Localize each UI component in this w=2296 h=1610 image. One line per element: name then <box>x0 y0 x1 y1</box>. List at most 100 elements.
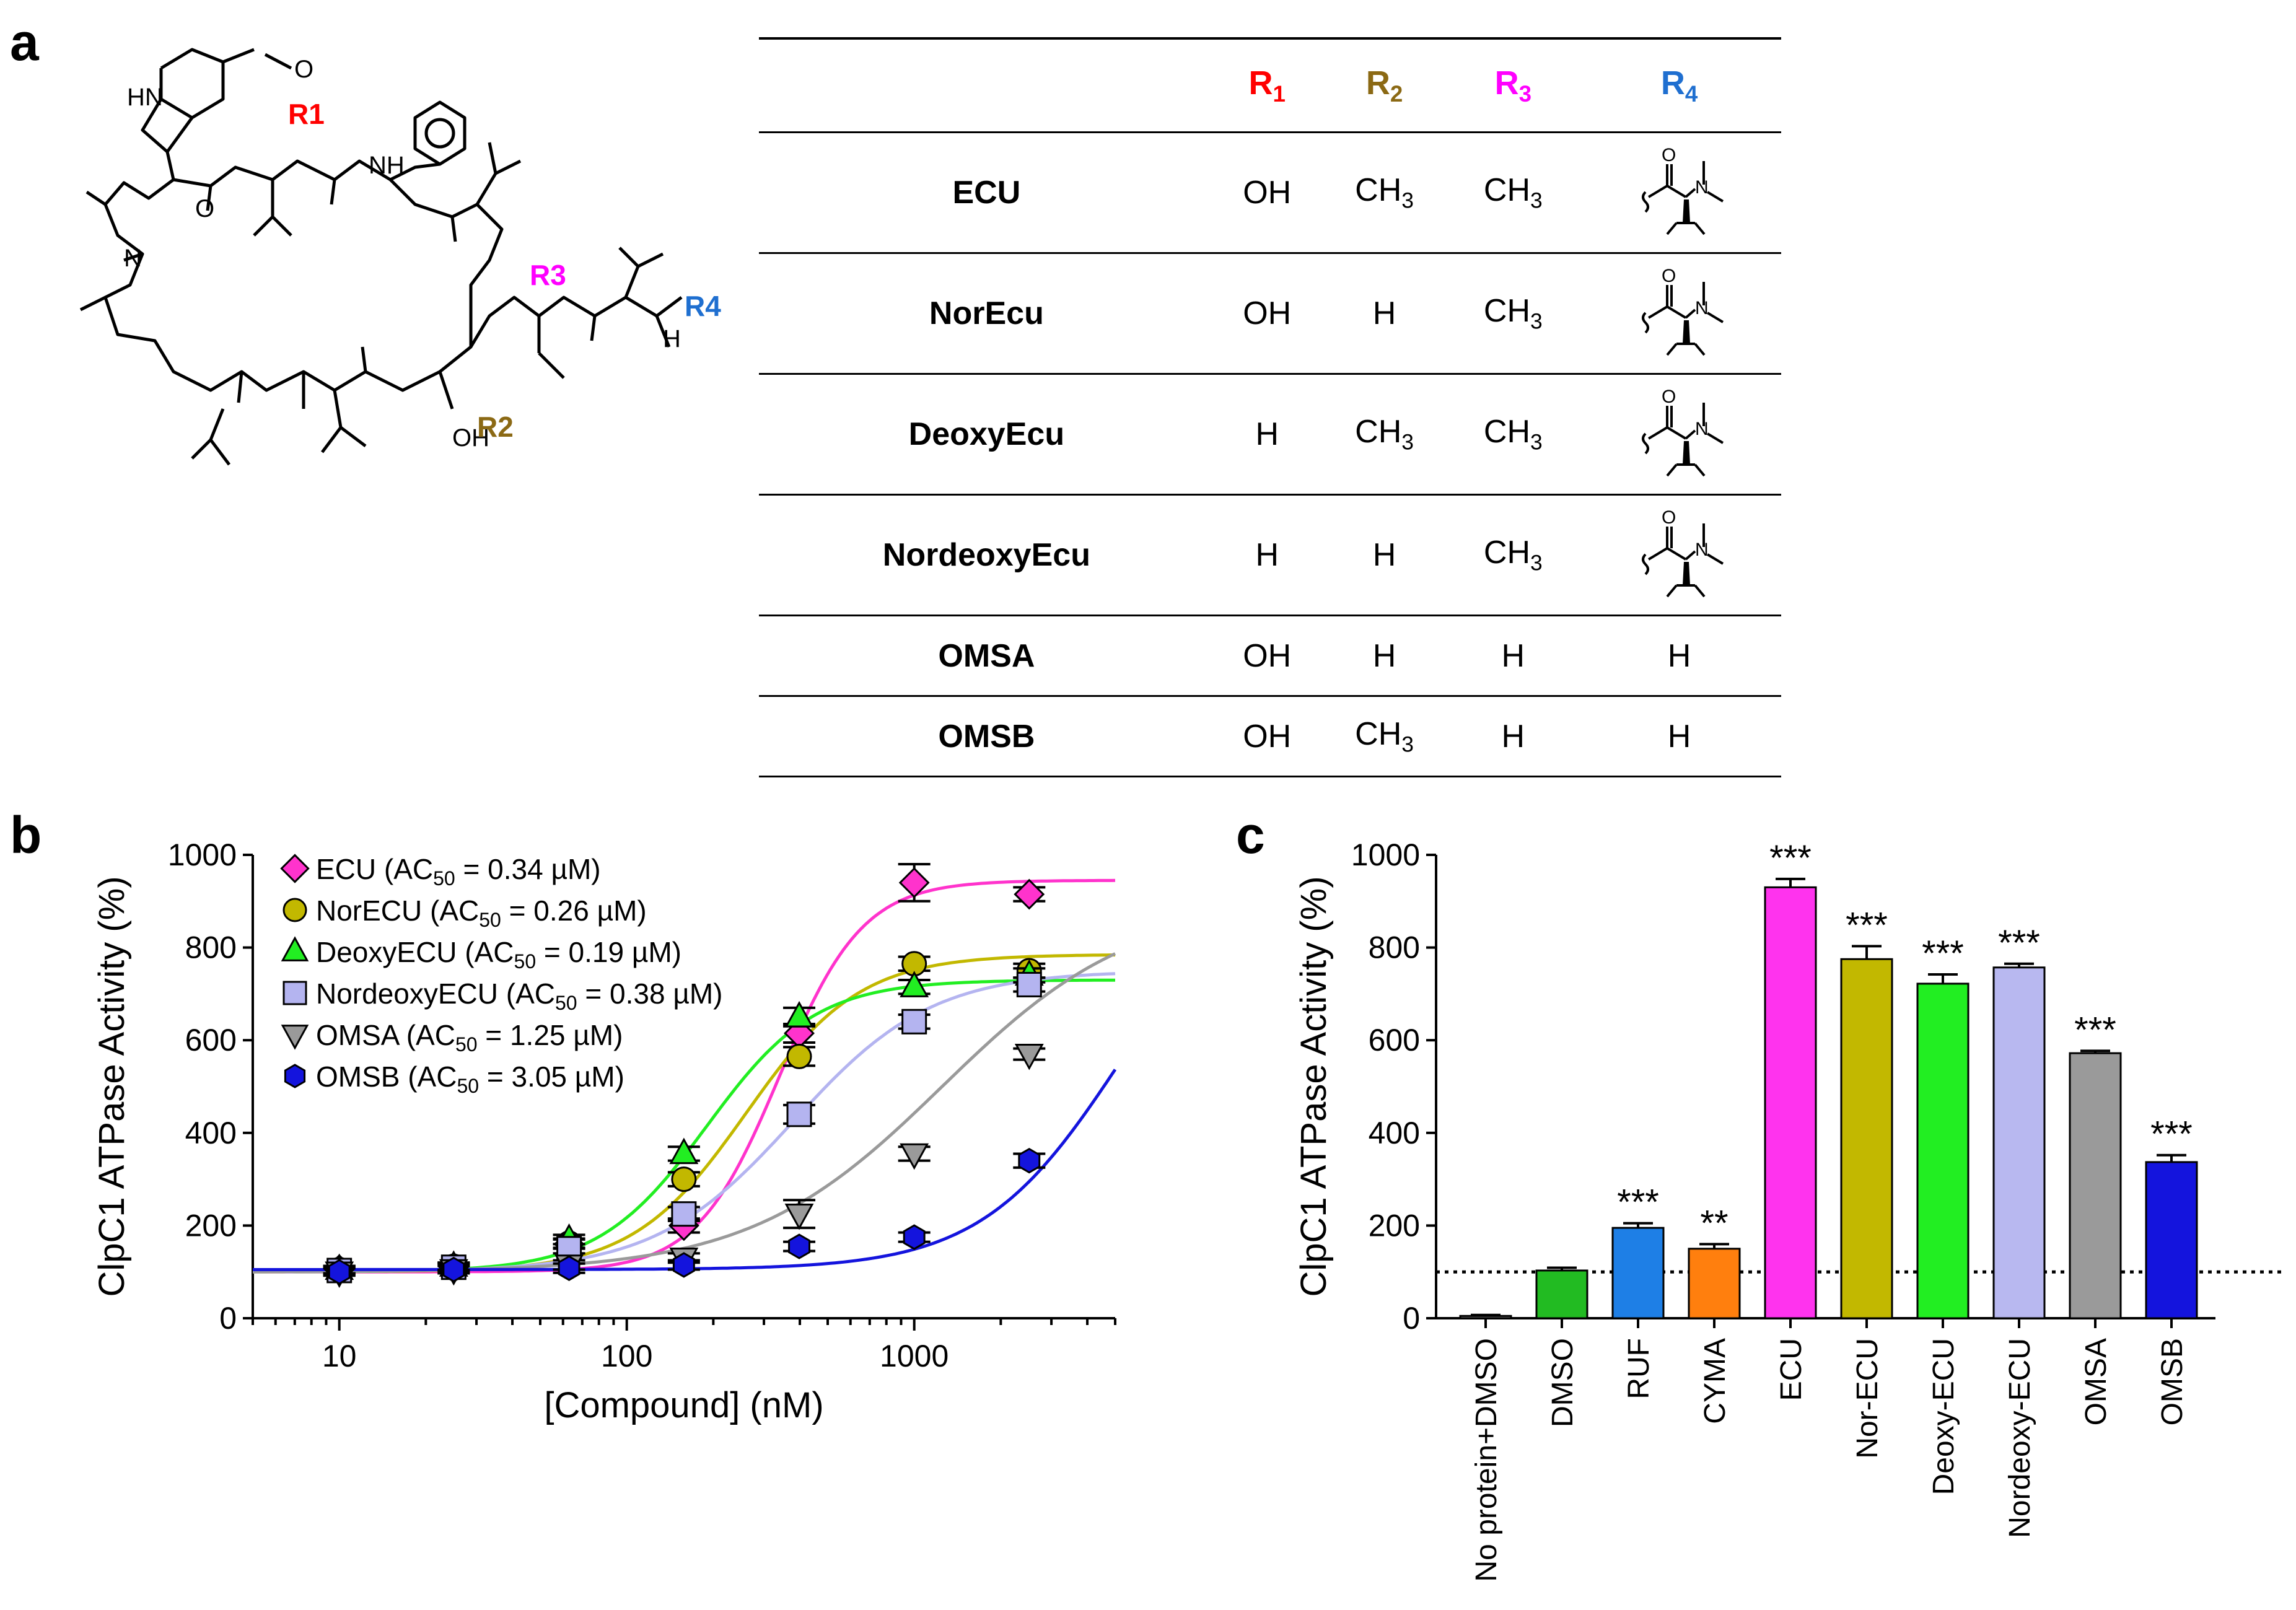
data-point <box>1016 971 1042 997</box>
y-axis-label: ClpC1 ATPase Activity (%) <box>1294 876 1334 1297</box>
valine-structure-icon: ON <box>1641 266 1724 356</box>
axes <box>252 855 1115 1319</box>
substituent-r3: CH3 <box>1448 253 1578 375</box>
valine-structure-icon: ON <box>1641 145 1724 235</box>
svg-text:N: N <box>1695 540 1709 560</box>
y-tick-label: 0 <box>219 1301 237 1336</box>
chemical-structure: HN O NH O N OH H R1 R2 R3 R4 <box>79 48 721 466</box>
substituent-r2: H <box>1320 253 1449 375</box>
compound-name: OMSB <box>759 696 1214 777</box>
category-label: No protein+DMSO <box>1470 1338 1503 1582</box>
legend-label: DeoxyECU (AC50 = 0.19 µM) <box>316 936 681 973</box>
substituent-r2: H <box>1320 615 1449 697</box>
category-label: ECU <box>1775 1338 1808 1401</box>
bar <box>1459 1315 1512 1319</box>
substituent-r4: H <box>1577 696 1781 777</box>
panel-a-label: a <box>10 13 39 71</box>
svg-text:O: O <box>1662 387 1676 407</box>
error-bar <box>1547 1266 1577 1271</box>
y-tick-label: 800 <box>1369 930 1420 965</box>
data-point <box>1014 878 1045 910</box>
methoxy-o-label: O <box>294 56 313 83</box>
bar <box>1535 1269 1588 1319</box>
svg-text:N: N <box>1695 419 1709 439</box>
substituent-r2: H <box>1320 494 1449 616</box>
valine-structure-icon: ON <box>1641 387 1724 476</box>
error-bar <box>1623 1222 1653 1228</box>
table-row: NordeoxyEcu H H CH3 O N <box>759 494 1781 616</box>
r3-label: R3 <box>530 259 566 291</box>
significance-label: *** <box>1998 923 2040 963</box>
substituent-r2: CH3 <box>1320 696 1449 777</box>
data-point <box>901 1008 927 1035</box>
y-tick-label: 600 <box>185 1023 237 1057</box>
compound-name: OMSA <box>759 615 1214 697</box>
header-r4: R4 <box>1577 37 1781 133</box>
data-point <box>900 971 929 997</box>
bar <box>1688 1248 1741 1319</box>
compound-name: NordeoxyEcu <box>759 494 1214 616</box>
panel-b-label: b <box>10 806 42 864</box>
substituent-r1: H <box>1214 374 1320 496</box>
svg-text:N: N <box>1695 298 1709 318</box>
compound-name: ECU <box>759 132 1214 254</box>
significance-label: ** <box>1700 1203 1728 1243</box>
substituent-r3: CH3 <box>1448 494 1578 616</box>
series-omsb <box>323 1147 1046 1285</box>
error-bar <box>2080 1049 2110 1054</box>
y-tick-label: 200 <box>1369 1208 1420 1243</box>
legend-marker <box>281 936 309 961</box>
category-label: Deoxy-ECU <box>1927 1338 1960 1495</box>
substituent-r1: OH <box>1214 696 1320 777</box>
legend-label: NorECU (AC50 = 0.26 µM) <box>316 895 647 931</box>
header-r1: R1 <box>1214 37 1320 133</box>
category-label: OMSB <box>2156 1338 2189 1425</box>
x-tick-label: 10 <box>322 1339 357 1373</box>
indole-nh-label: HN <box>127 84 163 111</box>
substituent-r3: CH3 <box>1448 374 1578 496</box>
header-r3: R3 <box>1448 37 1578 133</box>
y-tick-label: 600 <box>1369 1023 1420 1057</box>
category-label: OMSA <box>2080 1338 2113 1425</box>
data-point <box>669 1137 699 1165</box>
legend-marker <box>280 854 310 883</box>
substituent-r2: CH3 <box>1320 132 1449 254</box>
compound-name: NorEcu <box>759 253 1214 375</box>
substituent-r3: CH3 <box>1448 132 1578 254</box>
x-tick-label: 1000 <box>880 1339 949 1373</box>
bar <box>1840 958 1893 1319</box>
data-point <box>558 1255 581 1281</box>
category-label: Nor-ECU <box>1851 1338 1884 1459</box>
legend-label: ECU (AC50 = 0.34 µM) <box>316 853 601 890</box>
error-bar <box>2004 962 2034 968</box>
amine-h-label: H <box>663 325 681 352</box>
error-bar <box>1852 945 1882 960</box>
data-point <box>786 1043 812 1069</box>
carbonyl-o-label: O <box>195 195 214 222</box>
bar <box>1916 982 1970 1319</box>
category-label: CYMA <box>1699 1338 1732 1424</box>
bar <box>1992 966 2046 1319</box>
r1-label: R1 <box>288 98 325 130</box>
data-point <box>784 1204 814 1230</box>
error-bar <box>1471 1313 1501 1316</box>
panel-c-label: c <box>1236 806 1265 864</box>
y-tick-label: 0 <box>1403 1301 1420 1336</box>
data-point <box>1014 1043 1044 1070</box>
r2-label: R2 <box>477 411 514 443</box>
svg-text:O: O <box>1662 145 1676 165</box>
substituent-r1: OH <box>1214 615 1320 697</box>
table-row: ECU OH CH3 CH3 O N <box>759 132 1781 254</box>
substituent-table: R1 R2 R3 R4 ECU OH CH3 CH3 O N NorEcu OH H CH3 O N D… <box>759 37 1781 777</box>
n-methyl-label: N <box>124 245 142 272</box>
data-point <box>784 1000 814 1028</box>
legend-label: OMSB (AC50 = 3.05 µM) <box>316 1061 624 1097</box>
y-tick-label: 1000 <box>168 838 237 872</box>
significance-label: *** <box>1617 1183 1659 1223</box>
x-axis-label: [Compound] (nM) <box>544 1385 823 1425</box>
svg-text:O: O <box>1662 507 1676 528</box>
bar <box>1611 1227 1665 1319</box>
data-point <box>1018 1147 1041 1174</box>
bar <box>1764 886 1817 1319</box>
